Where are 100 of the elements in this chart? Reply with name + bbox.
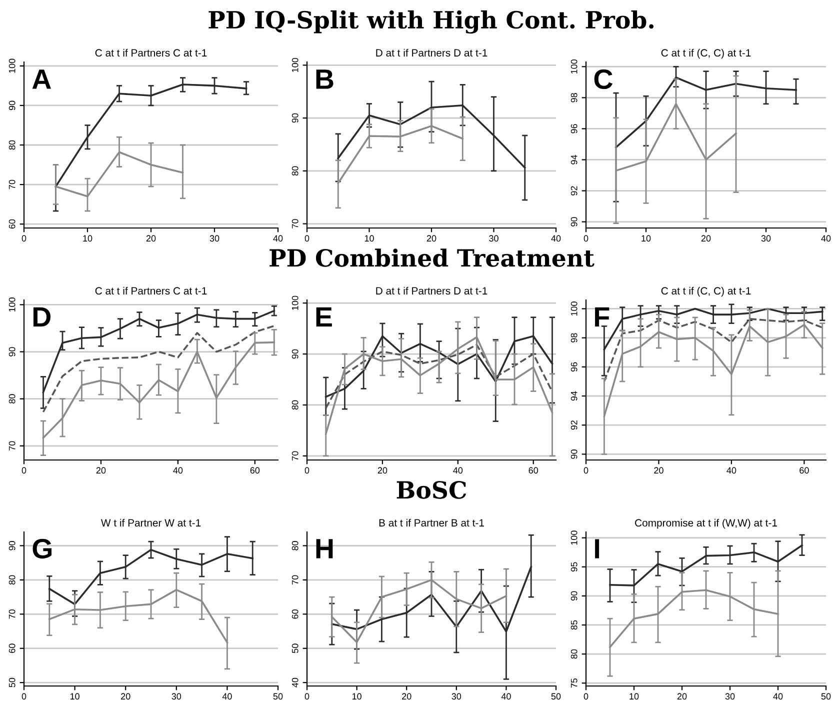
- x-tick-label: 30: [210, 235, 220, 242]
- y-tick-label: 60: [292, 609, 298, 619]
- y-tick-label: 90: [292, 113, 298, 123]
- y-tick-label: 96: [570, 362, 578, 372]
- y-tick-label: 100: [292, 58, 298, 72]
- x-tick-label: 40: [273, 235, 283, 242]
- x-tick-label: 40: [551, 235, 561, 242]
- chart-title: Compromise at t if (W,W) at t-1: [635, 518, 777, 529]
- y-tick-label: 94: [570, 154, 578, 164]
- x-tick-label: 20: [121, 693, 130, 700]
- x-tick-label: 30: [489, 235, 498, 242]
- x-tick-label: 20: [146, 235, 156, 242]
- y-tick-label: 95: [570, 562, 578, 572]
- y-tick-label: 100: [570, 530, 578, 545]
- y-tick-label: 100: [8, 58, 16, 73]
- x-tick-label: 10: [630, 693, 639, 700]
- x-tick-label: 0: [584, 467, 588, 474]
- y-tick-label: 80: [8, 394, 16, 404]
- y-tick-label: 98: [570, 333, 578, 342]
- x-tick-label: 40: [821, 235, 831, 242]
- x-tick-label: 10: [83, 235, 92, 242]
- chart-title: C at t if Partners C at t-1: [95, 48, 207, 57]
- chart-title: D at t if Partners D at t-1: [376, 286, 488, 295]
- x-tick-label: 40: [173, 467, 183, 474]
- annotation: E: [316, 307, 332, 327]
- x-tick-label: 20: [701, 235, 711, 242]
- y-tick-label: 96: [570, 124, 578, 134]
- x-tick-label: 10: [352, 693, 362, 700]
- y-tick-label: 80: [292, 541, 298, 550]
- annotation: I: [595, 539, 600, 558]
- y-tick-label: 100: [8, 298, 16, 312]
- y-tick-label: 100: [292, 296, 298, 310]
- x-tick-label: 0: [22, 467, 26, 474]
- x-tick-label: 60: [250, 467, 260, 474]
- y-tick-label: 92: [570, 420, 578, 430]
- y-tick-label: 80: [8, 575, 16, 585]
- x-tick-label: 10: [364, 235, 374, 242]
- y-tick-label: 90: [8, 100, 16, 110]
- x-tick-label: 40: [726, 467, 736, 474]
- x-tick-label: 0: [22, 693, 26, 700]
- y-tick-label: 92: [570, 186, 578, 196]
- chart-title: D at t if Partners D at t-1: [376, 48, 488, 57]
- x-tick-label: 60: [800, 467, 809, 474]
- x-tick-label: 50: [551, 693, 561, 700]
- chart-title: C at t if Partners C at t-1: [95, 286, 207, 295]
- x-tick-label: 0: [304, 693, 310, 700]
- y-tick-label: 70: [8, 180, 16, 190]
- x-tick-label: 20: [654, 467, 664, 474]
- annotation: B: [316, 70, 334, 89]
- annotation: D: [33, 307, 51, 327]
- y-tick-label: 94: [570, 391, 578, 401]
- y-tick-label: 80: [8, 140, 16, 150]
- y-tick-label: 60: [8, 219, 16, 229]
- y-tick-label: 80: [292, 166, 298, 176]
- x-tick-label: 0: [584, 693, 588, 700]
- y-tick-label: 90: [8, 541, 16, 550]
- x-tick-label: 20: [378, 467, 388, 474]
- x-tick-label: 60: [528, 467, 538, 474]
- chart-subtitle: PD IQ-Split with High Cont. Prob.: [208, 10, 654, 34]
- x-tick-label: 40: [222, 693, 232, 700]
- annotation: A: [32, 70, 51, 89]
- x-tick-label: 20: [402, 693, 412, 700]
- chart-subtitle: BoSC: [396, 480, 466, 499]
- y-tick-label: 100: [570, 59, 578, 74]
- x-tick-label: 40: [501, 693, 511, 700]
- y-tick-label: 80: [570, 649, 578, 659]
- annotation: H: [316, 539, 333, 558]
- y-tick-label: 85: [570, 620, 578, 630]
- chart-title: B at t if Partner B at t-1: [379, 518, 484, 527]
- x-tick-label: 40: [773, 693, 783, 700]
- annotation: G: [32, 538, 52, 559]
- y-tick-label: 70: [8, 609, 16, 619]
- chart-title: C at t if (C, C) at t-1: [661, 48, 751, 59]
- x-tick-label: 30: [725, 693, 735, 700]
- y-tick-label: 100: [570, 302, 578, 316]
- y-tick-label: 75: [570, 678, 578, 688]
- x-tick-label: 50: [821, 693, 831, 700]
- annotation: F: [595, 307, 610, 327]
- x-tick-label: 10: [70, 693, 80, 700]
- y-tick-label: 50: [8, 678, 16, 688]
- y-tick-label: 70: [292, 451, 298, 460]
- y-tick-label: 80: [292, 400, 298, 410]
- y-tick-label: 50: [292, 644, 298, 654]
- x-tick-label: 30: [761, 235, 771, 242]
- y-tick-label: 70: [292, 219, 298, 228]
- chart-subtitle: PD Combined Treatment: [270, 248, 594, 267]
- y-tick-label: 70: [292, 575, 298, 584]
- y-tick-label: 90: [292, 349, 298, 359]
- y-tick-label: 40: [292, 678, 298, 688]
- x-tick-label: 0: [304, 235, 310, 242]
- x-tick-label: 50: [273, 693, 283, 700]
- annotation: C: [594, 69, 612, 90]
- x-tick-label: 20: [677, 693, 687, 700]
- x-tick-label: 40: [453, 467, 463, 474]
- y-tick-label: 90: [570, 450, 578, 459]
- x-tick-label: 0: [22, 235, 26, 242]
- y-tick-label: 98: [570, 93, 578, 102]
- x-tick-label: 20: [96, 467, 106, 474]
- x-tick-label: 0: [304, 467, 310, 474]
- x-tick-label: 10: [642, 235, 651, 242]
